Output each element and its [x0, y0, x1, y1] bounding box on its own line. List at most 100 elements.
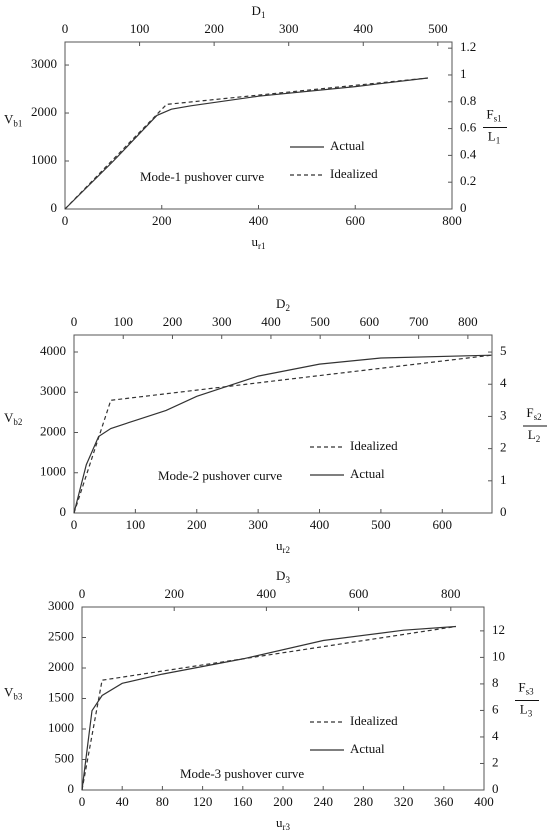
y-axis-label: Vb3 [4, 684, 23, 701]
x2-tick-label: 200 [204, 21, 224, 36]
x-axis-label: ur2 [276, 538, 290, 555]
y2-tick-label: 0 [500, 504, 507, 519]
y2-tick-label: 1 [500, 472, 507, 487]
legend-label: Idealized [350, 713, 398, 728]
x2-tick-label: 200 [164, 586, 184, 601]
x-tick-label: 160 [233, 794, 253, 809]
x2-tick-label: 300 [212, 314, 232, 329]
y2-tick-label: 0.2 [460, 173, 476, 188]
y2-axis-label-denominator-main: L [520, 701, 528, 716]
y2-axis-label-numerator-main: F [518, 679, 525, 694]
x2-tick-label: 800 [458, 314, 478, 329]
y2-axis-label-denominator: L3 [520, 701, 533, 718]
y2-axis-label-numerator: Fs3 [518, 679, 534, 696]
x-tick-label: 400 [474, 794, 494, 809]
y-tick-label: 1000 [40, 464, 66, 479]
x2-axis-label: D3 [276, 568, 290, 585]
x2-axis-label: D2 [276, 296, 290, 313]
x-axis-label: ur1 [252, 234, 266, 251]
x2-tick-label: 400 [261, 314, 281, 329]
x2-tick-label: 400 [257, 586, 277, 601]
y2-tick-label: 1.2 [460, 39, 476, 54]
y-axis-label: Vb1 [4, 111, 22, 128]
annotation: Mode-1 pushover curve [140, 169, 264, 184]
legend-label: Actual [330, 138, 365, 153]
y-tick-label: 500 [55, 750, 75, 765]
y-tick-label: 1000 [48, 720, 74, 735]
y-axis-label-sub: b3 [13, 692, 23, 702]
x-tick-label: 500 [371, 517, 391, 532]
x-tick-label: 120 [193, 794, 213, 809]
annotation: Mode-3 pushover curve [180, 766, 304, 781]
x-axis-label-sub: r2 [283, 545, 291, 555]
y-axis-label: Vb2 [4, 410, 22, 427]
y-tick-label: 4000 [40, 343, 66, 358]
y2-axis-label-numerator-main: F [486, 106, 493, 121]
x-tick-label: 40 [116, 794, 129, 809]
series-line [81, 625, 456, 791]
y2-axis-label-denominator-sub: 2 [536, 434, 541, 444]
y-tick-label: 3000 [31, 56, 57, 71]
x-tick-label: 240 [313, 794, 333, 809]
y-tick-label: 0 [68, 781, 75, 796]
series-line [73, 354, 492, 514]
y2-axis-label-numerator-sub: s2 [534, 412, 542, 422]
y2-tick-label: 0 [492, 781, 499, 796]
y-tick-label: 3000 [40, 383, 66, 398]
x-tick-label: 200 [187, 517, 207, 532]
x2-axis-label-main: D [252, 3, 261, 18]
x2-tick-label: 600 [360, 314, 380, 329]
y2-axis-label-denominator-main: L [488, 128, 496, 143]
y2-axis-label-denominator: L1 [488, 128, 500, 145]
series-line [81, 625, 456, 791]
y-tick-label: 1500 [48, 689, 74, 704]
x2-axis-label-sub: 3 [285, 575, 290, 585]
x-tick-label: 360 [434, 794, 454, 809]
x-tick-label: 100 [126, 517, 146, 532]
x-axis-label-sub: r1 [258, 241, 266, 251]
x2-tick-label: 0 [62, 21, 69, 36]
x-axis-label-main: u [252, 234, 259, 249]
y2-axis-label-denominator-sub: 3 [528, 709, 533, 719]
x2-tick-label: 300 [279, 21, 299, 36]
y-tick-label: 0 [51, 200, 58, 215]
y2-axis-label-denominator-main: L [528, 427, 536, 442]
y-tick-label: 2000 [40, 423, 66, 438]
x2-tick-label: 700 [409, 314, 429, 329]
y2-axis-label-numerator-sub: s1 [494, 114, 502, 124]
x2-tick-label: 100 [130, 21, 150, 36]
y2-tick-label: 10 [492, 648, 505, 663]
y2-tick-label: 12 [492, 622, 505, 637]
series-line [73, 354, 492, 514]
x2-tick-label: 500 [310, 314, 330, 329]
y-axis-label-main: V [4, 410, 14, 425]
y-tick-label: 0 [60, 504, 67, 519]
x-tick-label: 0 [79, 794, 86, 809]
y-tick-label: 2500 [48, 628, 74, 643]
x2-axis-label: D1 [252, 3, 266, 20]
y2-tick-label: 8 [492, 675, 499, 690]
plot-frame [81, 606, 485, 791]
x-tick-label: 400 [310, 517, 330, 532]
x-tick-label: 200 [273, 794, 293, 809]
y-tick-label: 2000 [31, 104, 57, 119]
x-tick-label: 300 [248, 517, 268, 532]
plot-frame [73, 334, 493, 514]
x2-tick-label: 0 [79, 586, 86, 601]
legend-label: Actual [350, 741, 385, 756]
x2-tick-label: 500 [428, 21, 448, 36]
x2-tick-label: 100 [113, 314, 133, 329]
x2-tick-label: 0 [71, 314, 78, 329]
y2-tick-label: 4 [500, 375, 507, 390]
legend-label: Idealized [350, 438, 398, 453]
y-tick-label: 2000 [48, 659, 74, 674]
x2-axis-label-sub: 1 [261, 10, 266, 20]
y-tick-label: 3000 [48, 598, 74, 613]
x2-tick-label: 800 [441, 586, 461, 601]
x2-axis-label-main: D [276, 568, 285, 583]
annotation: Mode-2 pushover curve [158, 468, 282, 483]
y2-tick-label: 1 [460, 66, 467, 81]
x2-tick-label: 200 [163, 314, 183, 329]
y2-axis-label-numerator-main: F [526, 405, 533, 420]
x-tick-label: 800 [442, 213, 462, 228]
